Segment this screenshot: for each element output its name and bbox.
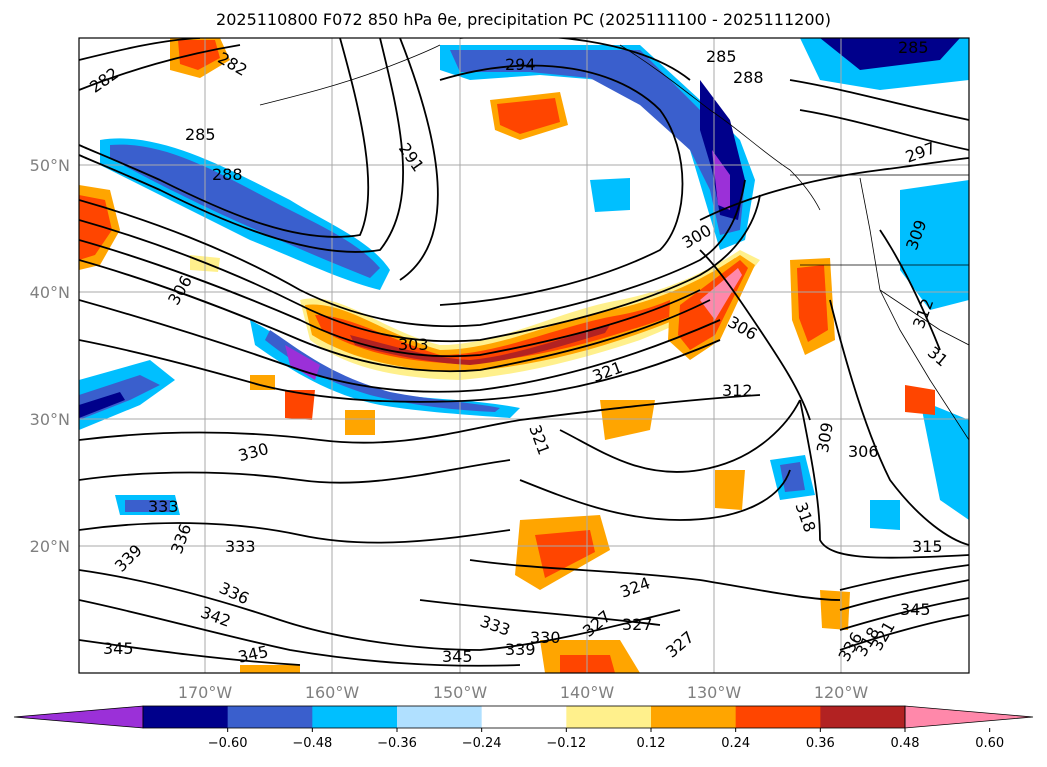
map-title: 2025110800 F072 850 hPa θe, precipitatio… bbox=[216, 10, 831, 29]
contour-label: 345 bbox=[103, 639, 134, 658]
colorbar-tick-label: −0.36 bbox=[377, 736, 417, 751]
lat-label: 30°N bbox=[30, 410, 70, 429]
contour-label: 345 bbox=[442, 647, 473, 666]
contour-label: 312 bbox=[722, 381, 753, 400]
contour-label: 288 bbox=[212, 165, 243, 184]
colorbar-frame bbox=[142, 705, 906, 729]
theta-e-contours bbox=[79, 38, 969, 667]
colorbar-tick-label: −0.24 bbox=[462, 736, 502, 751]
coastlines bbox=[259, 44, 969, 441]
contour-label: 285 bbox=[185, 125, 216, 144]
colorbar-segment bbox=[312, 706, 398, 728]
contour-label: 333 bbox=[225, 537, 256, 556]
contour-label: 285 bbox=[706, 47, 737, 66]
lon-axis-labels: 170°W 160°W 150°W 140°W 130°W 120°W bbox=[178, 683, 869, 702]
contour-label: 330 bbox=[530, 628, 561, 647]
lat-label: 50°N bbox=[30, 156, 70, 175]
colorbar: −0.60 −0.48 −0.36 −0.24 −0.12 0.12 0.24 0.36 0.4… bbox=[13, 705, 1034, 751]
lon-label: 150°W bbox=[433, 683, 488, 702]
colorbar-tick-label: −0.60 bbox=[208, 736, 248, 751]
contour-label: 294 bbox=[505, 55, 536, 74]
colorbar-tick-label: 0.36 bbox=[806, 736, 835, 751]
contour-label: 327 bbox=[622, 615, 653, 634]
colorbar-segment bbox=[566, 706, 652, 728]
colorbar-segment bbox=[481, 706, 567, 728]
colorbar-tick-label: 0.48 bbox=[891, 736, 920, 751]
colorbar-segment bbox=[820, 706, 906, 728]
contour-label: 303 bbox=[398, 335, 429, 354]
lat-label: 40°N bbox=[30, 283, 70, 302]
contour-label: 285 bbox=[898, 38, 929, 57]
colorbar-tick-label: 0.24 bbox=[721, 736, 750, 751]
lon-label: 140°W bbox=[560, 683, 615, 702]
contour-label: 339 bbox=[505, 640, 536, 659]
contour-label: 315 bbox=[912, 537, 943, 556]
contour-label: 333 bbox=[148, 497, 179, 516]
precip-negative-band bbox=[79, 38, 969, 530]
colorbar-extend-high bbox=[904, 705, 1034, 729]
lon-label: 130°W bbox=[687, 683, 742, 702]
plot-frame bbox=[78, 37, 970, 674]
contour-label: 306 bbox=[848, 442, 879, 461]
colorbar-segment bbox=[143, 706, 229, 728]
lon-label: 120°W bbox=[814, 683, 869, 702]
colorbar-tick-label: 0.60 bbox=[975, 736, 1004, 751]
precip-positive-band bbox=[79, 38, 935, 673]
lat-label: 20°N bbox=[30, 537, 70, 556]
lat-axis-labels: 50°N 40°N 30°N 20°N bbox=[30, 156, 70, 556]
colorbar-tick-label: −0.48 bbox=[292, 736, 332, 751]
colorbar-segment bbox=[735, 706, 821, 728]
lon-label: 160°W bbox=[305, 683, 360, 702]
contour-label: 288 bbox=[733, 68, 764, 87]
colorbar-segment bbox=[651, 706, 737, 728]
colorbar-segment bbox=[397, 706, 483, 728]
colorbar-segment bbox=[227, 706, 313, 728]
colorbar-tick-label: −0.12 bbox=[546, 736, 586, 751]
lon-label: 170°W bbox=[178, 683, 233, 702]
colorbar-extend-low bbox=[13, 705, 144, 729]
contour-label: 345 bbox=[900, 600, 931, 619]
colorbar-tick-label: 0.12 bbox=[637, 736, 666, 751]
